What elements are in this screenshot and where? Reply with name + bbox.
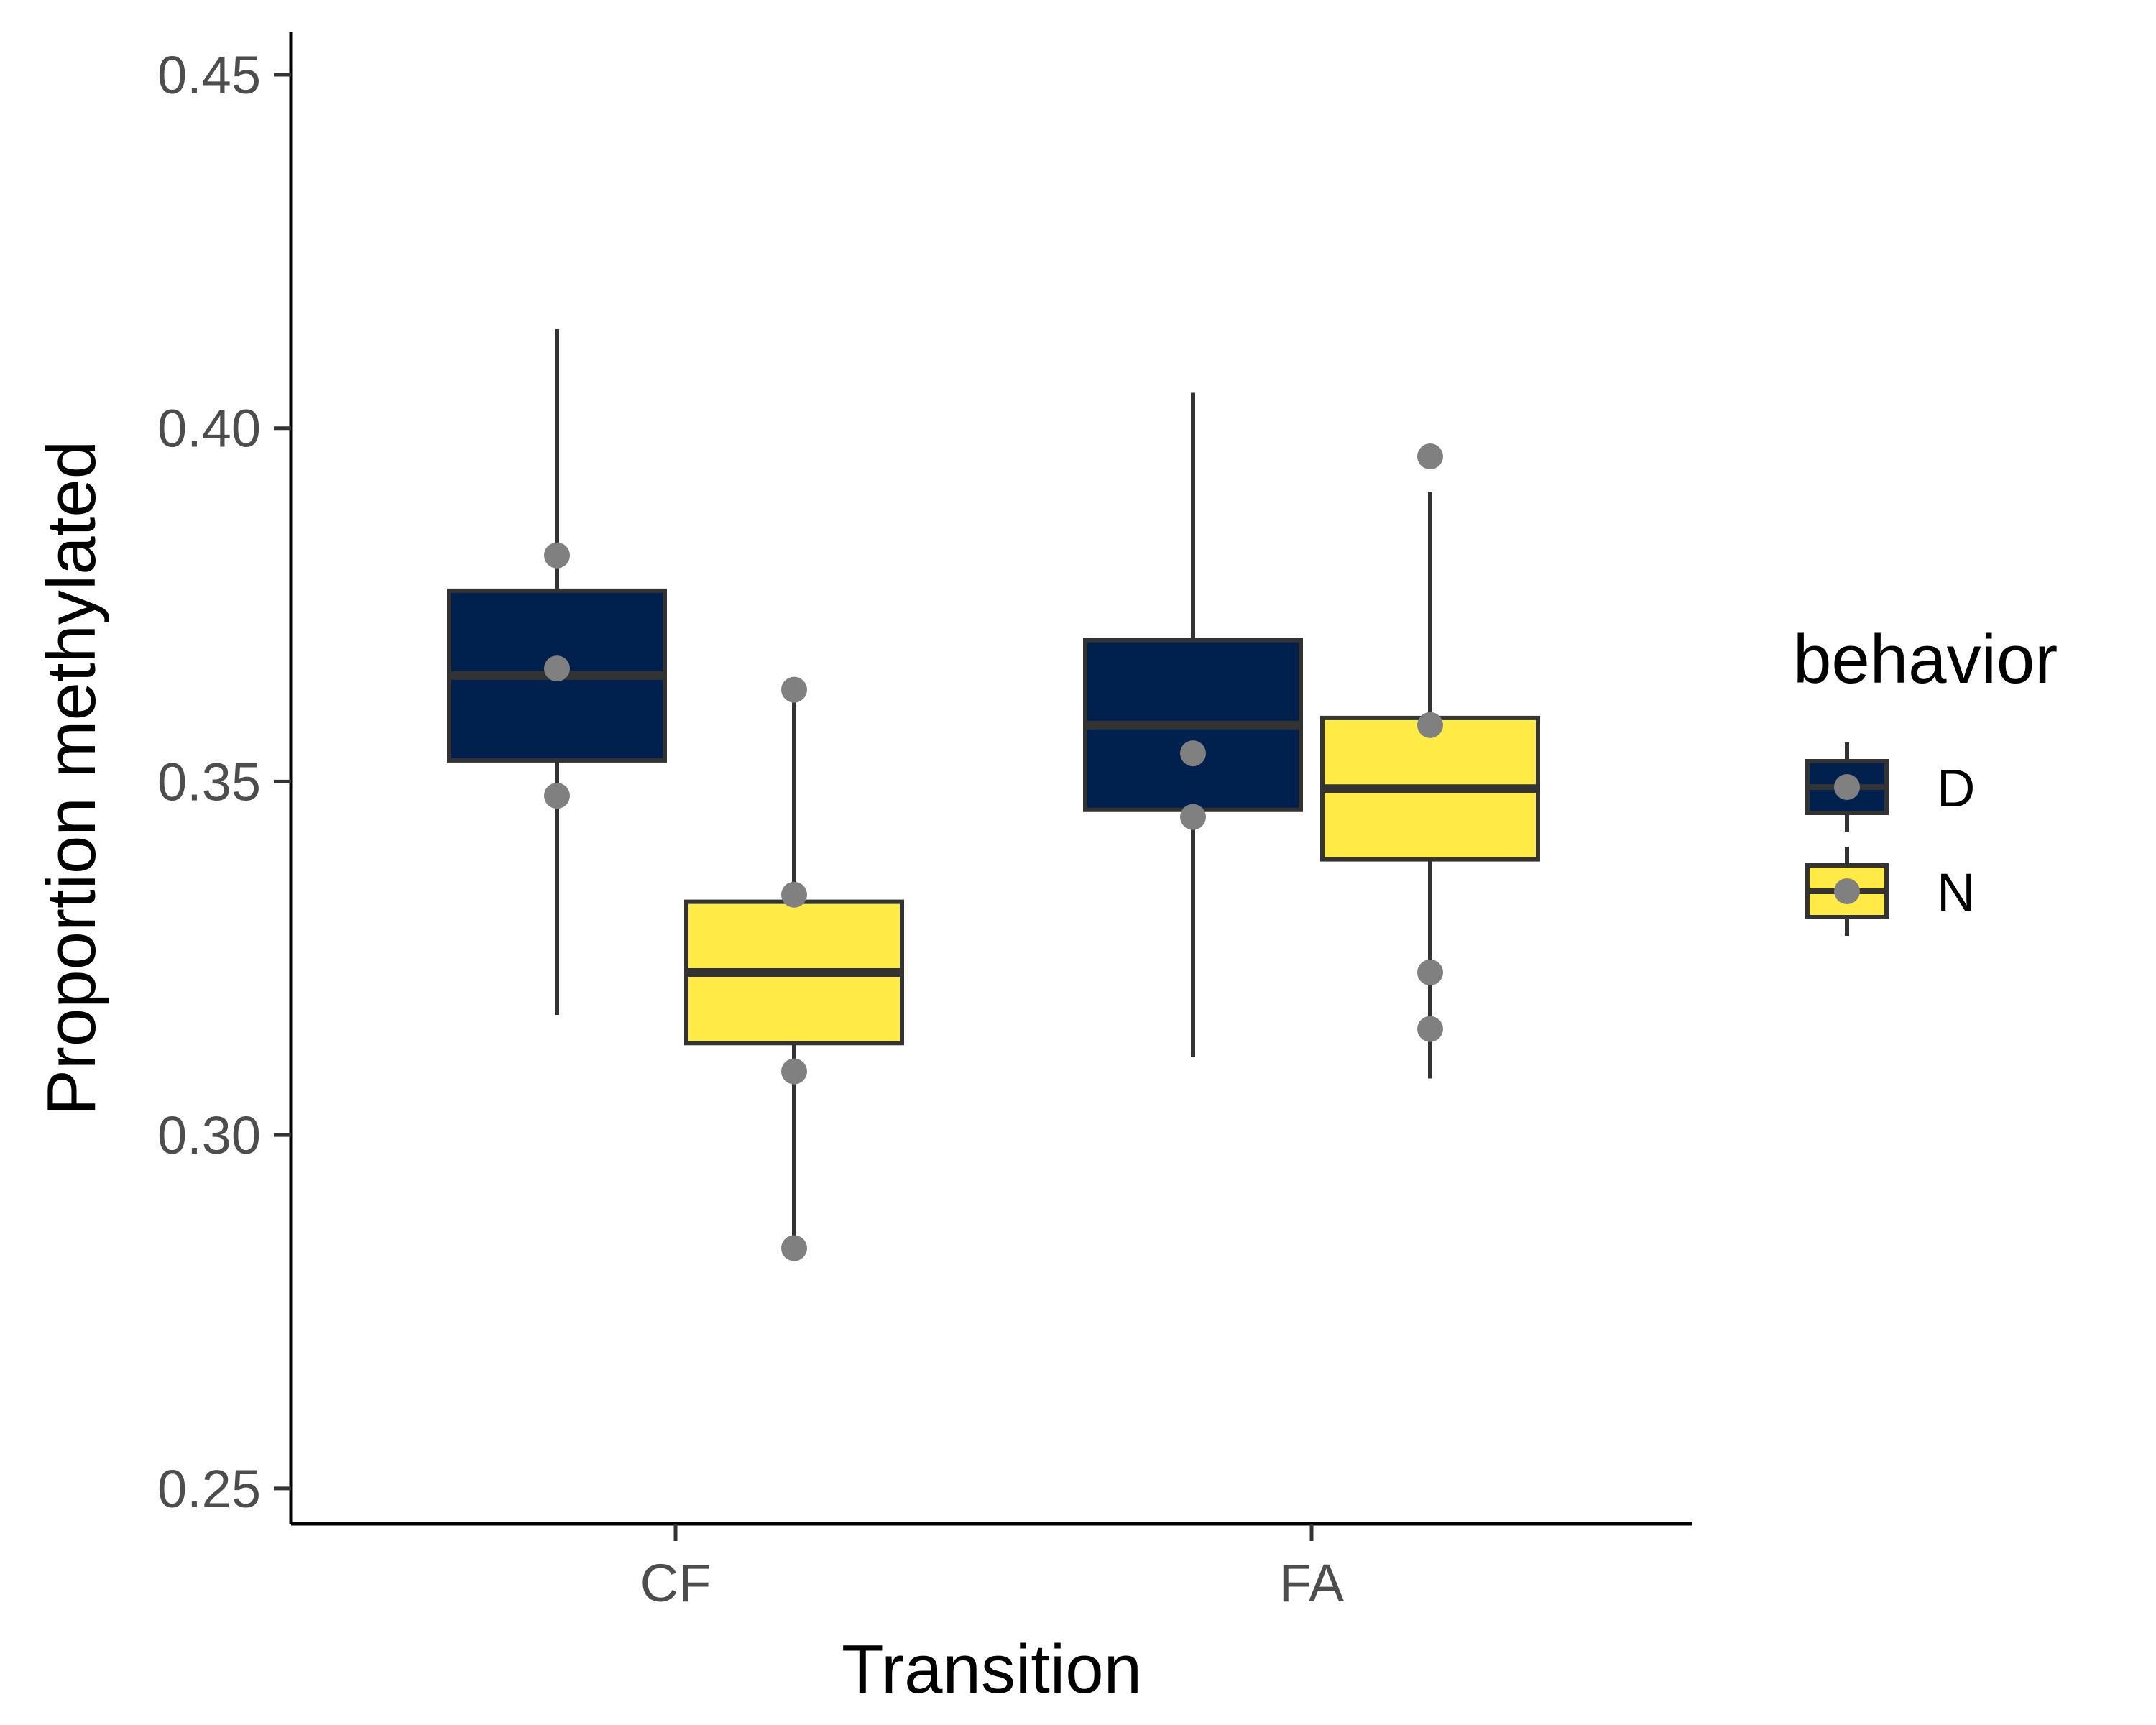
y-tick-label: 0.25 (157, 1459, 261, 1519)
data-point-N-FA (1417, 443, 1443, 470)
y-axis-title: Proportion methylated (33, 441, 110, 1116)
data-point-D-CF (544, 542, 570, 569)
data-point-N-CF (781, 676, 807, 703)
legend-key-point (1834, 878, 1860, 904)
data-point-D-FA (1180, 740, 1206, 767)
y-tick-label: 0.35 (157, 752, 261, 811)
x-tick-label: CF (640, 1553, 711, 1613)
plot-area (447, 329, 1540, 1261)
data-point-N-CF (781, 1058, 807, 1085)
y-tick-label: 0.40 (157, 399, 261, 459)
data-point-N-CF (781, 881, 807, 908)
legend-title: behavior (1793, 621, 2058, 698)
data-point-N-FA (1417, 959, 1443, 985)
x-axis-title: Transition (842, 1631, 1142, 1708)
data-point-N-CF (781, 1235, 807, 1261)
box-D-FA (1083, 392, 1303, 1057)
legend-key-point (1834, 774, 1860, 800)
x-tick-label: FA (1279, 1553, 1345, 1613)
data-point-D-CF (544, 656, 570, 682)
axes: 0.25 0.30 0.35 0.40 0.45 CF FA (157, 32, 1692, 1613)
data-point-N-FA (1417, 712, 1443, 738)
legend-label-N: N (1937, 862, 1975, 922)
legend-label-D: D (1937, 758, 1975, 818)
legend-item-N: N (1805, 847, 1975, 936)
data-point-N-FA (1417, 1016, 1443, 1042)
box-N-CF (684, 689, 904, 1248)
data-point-D-FA (1180, 804, 1206, 830)
legend: behavior DN (1793, 621, 2058, 936)
y-tick-label: 0.30 (157, 1105, 261, 1165)
legend-item-D: D (1805, 742, 1975, 832)
data-point-D-CF (544, 783, 570, 809)
y-tick-label: 0.45 (157, 45, 261, 105)
box-N-FA (1320, 492, 1540, 1079)
